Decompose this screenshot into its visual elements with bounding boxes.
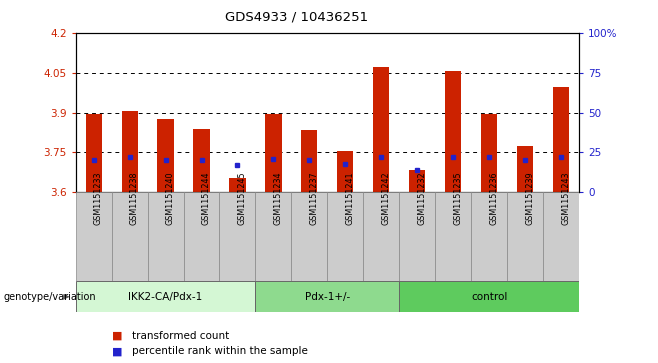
Bar xyxy=(471,192,507,281)
Text: GSM1151241: GSM1151241 xyxy=(345,172,354,225)
Bar xyxy=(76,192,112,281)
Text: IKK2-CA/Pdx-1: IKK2-CA/Pdx-1 xyxy=(128,292,203,302)
Text: GSM1151238: GSM1151238 xyxy=(130,172,139,225)
Text: GSM1151243: GSM1151243 xyxy=(561,172,570,225)
Text: GDS4933 / 10436251: GDS4933 / 10436251 xyxy=(224,11,368,24)
Bar xyxy=(507,192,543,281)
Text: GSM1151235: GSM1151235 xyxy=(453,172,462,225)
Text: control: control xyxy=(471,292,507,302)
Text: GSM1151242: GSM1151242 xyxy=(381,172,390,225)
Bar xyxy=(399,192,435,281)
Bar xyxy=(112,192,147,281)
Bar xyxy=(230,178,245,192)
Bar xyxy=(409,170,425,192)
Text: percentile rank within the sample: percentile rank within the sample xyxy=(132,346,307,356)
Bar xyxy=(147,192,184,281)
Text: GSM1151234: GSM1151234 xyxy=(274,172,282,225)
Text: GSM1151232: GSM1151232 xyxy=(417,172,426,225)
Bar xyxy=(76,281,255,312)
Bar xyxy=(157,119,174,192)
Text: Pdx-1+/-: Pdx-1+/- xyxy=(305,292,350,302)
Bar xyxy=(399,281,579,312)
Bar xyxy=(543,192,579,281)
Bar xyxy=(373,67,390,192)
Bar xyxy=(122,111,138,192)
Text: genotype/variation: genotype/variation xyxy=(3,292,96,302)
Bar xyxy=(338,151,353,192)
Bar xyxy=(184,192,220,281)
Text: ■: ■ xyxy=(112,331,122,341)
Text: GSM1151233: GSM1151233 xyxy=(93,172,103,225)
Text: GSM1151240: GSM1151240 xyxy=(166,172,174,225)
Bar xyxy=(255,192,291,281)
Bar xyxy=(363,192,399,281)
Bar xyxy=(255,281,399,312)
Bar xyxy=(220,192,255,281)
Text: ■: ■ xyxy=(112,346,122,356)
Bar xyxy=(291,192,327,281)
Text: GSM1151244: GSM1151244 xyxy=(201,172,211,225)
Text: transformed count: transformed count xyxy=(132,331,229,341)
Text: GSM1151239: GSM1151239 xyxy=(525,172,534,225)
Text: GSM1151236: GSM1151236 xyxy=(489,172,498,225)
Bar xyxy=(193,129,210,192)
Bar xyxy=(86,114,102,192)
Text: GSM1151245: GSM1151245 xyxy=(238,172,247,225)
Bar xyxy=(327,192,363,281)
Bar xyxy=(301,130,317,192)
Bar xyxy=(445,71,461,192)
Bar xyxy=(481,114,497,192)
Bar xyxy=(553,87,569,192)
Bar xyxy=(265,114,282,192)
Bar xyxy=(517,146,533,192)
Bar xyxy=(435,192,471,281)
Text: GSM1151237: GSM1151237 xyxy=(309,172,318,225)
